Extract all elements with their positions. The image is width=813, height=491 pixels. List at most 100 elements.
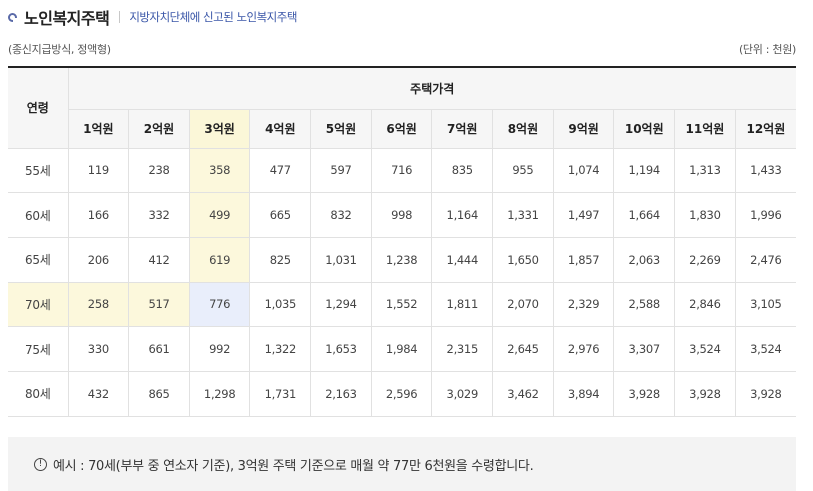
value-cell: 3,462 bbox=[492, 370, 554, 417]
value-cell: 2,588 bbox=[613, 281, 676, 328]
price-header-row: 1억원 2억원 3억원 4억원 5억원 6억원 7억원 8억원 9억원 10억원 11억원 12억원 bbox=[8, 108, 796, 149]
value-cell: 3,928 bbox=[613, 370, 676, 417]
value-cell: 1,313 bbox=[674, 147, 736, 194]
table-row: 70세 258 517 776 1,035 1,294 1,552 1,811 2,070 2,3… bbox=[8, 281, 796, 328]
page-title: 노인복지주택 bbox=[24, 9, 110, 28]
value-cell: 1,074 bbox=[552, 147, 615, 194]
value-cell: 1,238 bbox=[370, 236, 433, 283]
value-cell: 412 bbox=[128, 236, 190, 283]
value-cell: 2,976 bbox=[552, 326, 615, 372]
value-cell: 1,653 bbox=[310, 326, 372, 372]
value-cell: 2,846 bbox=[674, 281, 736, 328]
value-cell: 2,063 bbox=[613, 236, 676, 283]
info-circle-icon: ! bbox=[34, 457, 47, 471]
value-cell: 832 bbox=[310, 192, 372, 238]
age-cell: 75세 bbox=[8, 326, 69, 372]
value-cell: 992 bbox=[188, 326, 251, 372]
value-cell: 661 bbox=[128, 326, 190, 372]
price-column-header: 6억원 bbox=[370, 108, 433, 149]
value-cell: 3,894 bbox=[552, 370, 615, 417]
value-cell: 1,031 bbox=[310, 236, 372, 283]
age-cell: 70세 bbox=[8, 281, 69, 328]
title-divider bbox=[119, 11, 121, 23]
value-cell: 1,830 bbox=[674, 192, 736, 238]
value-cell: 3,307 bbox=[613, 326, 676, 372]
value-cell: 1,811 bbox=[431, 281, 494, 328]
table-top-border bbox=[8, 66, 796, 68]
value-cell: 3,928 bbox=[674, 370, 736, 417]
price-column-header: 4억원 bbox=[249, 108, 312, 149]
value-cell: 1,164 bbox=[431, 192, 494, 238]
value-cell: 1,497 bbox=[552, 192, 615, 238]
value-cell: 1,996 bbox=[734, 192, 796, 238]
table-body: 55세 119 238 358 477 597 716 835 955 1,074 1,194 1,3… bbox=[8, 147, 796, 417]
value-cell: 665 bbox=[249, 192, 312, 238]
value-cell: 597 bbox=[310, 147, 372, 194]
value-cell: 2,596 bbox=[370, 370, 433, 417]
price-column-header: 2억원 bbox=[128, 108, 190, 149]
example-text: 예시 : 70세(부부 중 연소자 기준), 3억원 주택 기준으로 매월 약 … bbox=[53, 458, 534, 474]
value-cell: 517 bbox=[128, 281, 190, 328]
value-cell: 1,731 bbox=[249, 370, 312, 417]
value-cell: 1,294 bbox=[310, 281, 372, 328]
value-cell: 258 bbox=[67, 281, 130, 328]
value-cell: 3,105 bbox=[734, 281, 796, 328]
value-cell: 998 bbox=[370, 192, 433, 238]
price-column-header: 9억원 bbox=[552, 108, 615, 149]
value-cell: 2,315 bbox=[431, 326, 494, 372]
value-cell: 619 bbox=[188, 236, 251, 283]
age-cell: 80세 bbox=[8, 370, 69, 417]
value-cell: 2,476 bbox=[734, 236, 796, 283]
value-cell: 776 bbox=[188, 281, 251, 328]
table-row: 75세 330 661 992 1,322 1,653 1,984 2,315 2,645 2,9… bbox=[8, 326, 796, 372]
value-cell: 1,857 bbox=[552, 236, 615, 283]
value-cell: 835 bbox=[431, 147, 494, 194]
value-cell: 332 bbox=[128, 192, 190, 238]
value-cell: 2,163 bbox=[310, 370, 372, 417]
pension-table: 연령 주택가격 1억원 2억원 3억원 4억원 5억원 6억원 7억원 8억원 9억원 10억원 1… bbox=[8, 68, 796, 417]
table-row: 55세 119 238 358 477 597 716 835 955 1,074 1,194 1,3… bbox=[8, 147, 796, 194]
age-cell: 65세 bbox=[8, 236, 69, 283]
table-row: 80세 432 865 1,298 1,731 2,163 2,596 3,029 3,462 3… bbox=[8, 370, 796, 417]
unit-note: (단위 : 천원) bbox=[738, 43, 796, 56]
value-cell: 206 bbox=[67, 236, 130, 283]
value-cell: 2,645 bbox=[492, 326, 554, 372]
value-cell: 716 bbox=[370, 147, 433, 194]
value-cell: 3,524 bbox=[674, 326, 736, 372]
value-cell: 825 bbox=[249, 236, 312, 283]
bullet-icon bbox=[8, 12, 17, 22]
value-cell: 1,331 bbox=[492, 192, 554, 238]
value-cell: 3,928 bbox=[734, 370, 796, 417]
value-cell: 1,664 bbox=[613, 192, 676, 238]
value-cell: 1,984 bbox=[370, 326, 433, 372]
value-cell: 1,552 bbox=[370, 281, 433, 328]
table-row: 65세 206 412 619 825 1,031 1,238 1,444 1,650 1,857… bbox=[8, 236, 796, 283]
value-cell: 1,444 bbox=[431, 236, 494, 283]
value-cell: 238 bbox=[128, 147, 190, 194]
value-cell: 865 bbox=[128, 370, 190, 417]
price-column-header: 10억원 bbox=[613, 108, 676, 149]
price-column-header: 12억원 bbox=[734, 108, 796, 149]
value-cell: 1,298 bbox=[188, 370, 251, 417]
value-cell: 358 bbox=[188, 147, 251, 194]
age-column-header: 연령 bbox=[8, 68, 69, 149]
value-cell: 3,029 bbox=[431, 370, 494, 417]
value-cell: 2,269 bbox=[674, 236, 736, 283]
age-cell: 55세 bbox=[8, 147, 69, 194]
section-header: 노인복지주택 지방자치단체에 신고된 노인복지주택 bbox=[8, 6, 297, 28]
value-cell: 1,650 bbox=[492, 236, 554, 283]
price-column-header: 8억원 bbox=[492, 108, 554, 149]
page-subtitle: 지방자치단체에 신고된 노인복지주택 bbox=[129, 10, 297, 24]
price-column-header: 11억원 bbox=[674, 108, 736, 149]
age-cell: 60세 bbox=[8, 192, 69, 238]
value-cell: 3,524 bbox=[734, 326, 796, 372]
value-cell: 955 bbox=[492, 147, 554, 194]
value-cell: 119 bbox=[67, 147, 130, 194]
table-row: 60세 166 332 499 665 832 998 1,164 1,331 1,497 1,66… bbox=[8, 192, 796, 238]
value-cell: 2,329 bbox=[552, 281, 615, 328]
value-cell: 330 bbox=[67, 326, 130, 372]
value-cell: 432 bbox=[67, 370, 130, 417]
value-cell: 1,322 bbox=[249, 326, 312, 372]
value-cell: 166 bbox=[67, 192, 130, 238]
price-column-header: 3억원 bbox=[188, 108, 251, 149]
